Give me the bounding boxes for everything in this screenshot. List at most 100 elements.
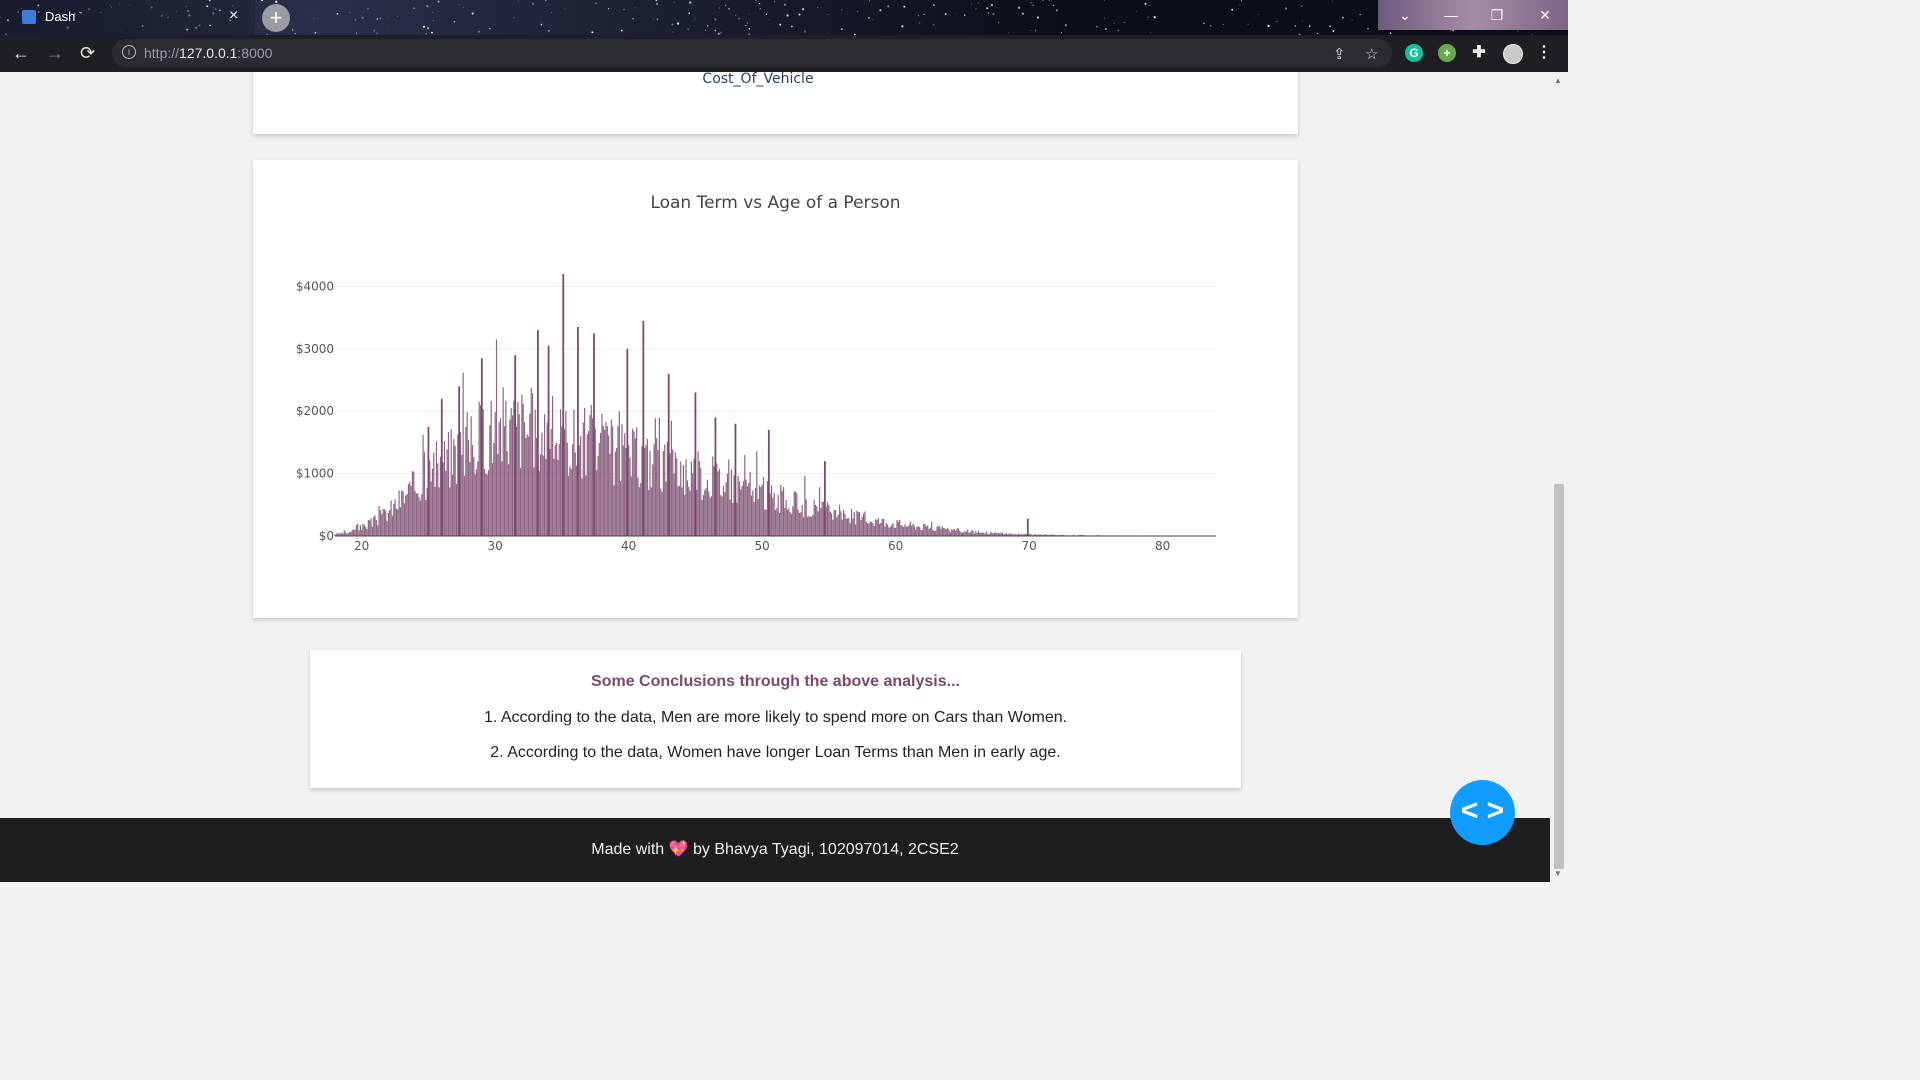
dash-devtools-button[interactable]: < > — [1450, 780, 1515, 845]
bar — [684, 494, 686, 536]
star — [1294, 25, 1297, 27]
browser-tab[interactable]: Dash × — [0, 0, 255, 35]
extensions-puzzle-icon[interactable]: ✚ — [1472, 44, 1486, 61]
profile-avatar[interactable] — [1503, 44, 1523, 64]
star — [918, 15, 919, 16]
restore-icon[interactable]: ❐ — [1490, 7, 1504, 23]
tab-close-icon[interactable]: × — [229, 7, 239, 24]
star — [120, 30, 122, 32]
new-tab-button[interactable]: + — [262, 4, 290, 32]
tab-search-icon[interactable]: ⌄ — [1399, 7, 1411, 23]
bar — [453, 438, 455, 536]
close-window-icon[interactable]: ✕ — [1539, 7, 1551, 23]
bar — [577, 327, 579, 536]
bar — [337, 533, 339, 536]
bar — [901, 525, 903, 536]
bar — [391, 515, 393, 536]
star — [923, 13, 925, 15]
star — [591, 31, 594, 34]
star — [791, 25, 793, 28]
star — [1316, 32, 1319, 35]
address-bar[interactable]: i http://127.0.0.1:8000 ⇪ ☆ — [112, 39, 1392, 67]
star — [291, 10, 293, 11]
x-tick-label: 40 — [621, 539, 636, 553]
y-tick-label: $1000 — [296, 467, 334, 481]
bar — [989, 532, 992, 536]
star — [264, 0, 265, 2]
bar — [1052, 534, 1054, 536]
star — [417, 33, 419, 34]
back-icon[interactable]: ← — [12, 43, 30, 63]
bar — [561, 426, 563, 536]
scroll-up-icon[interactable]: ▲ — [1554, 76, 1562, 85]
bar — [995, 532, 997, 536]
bar — [713, 466, 715, 536]
star — [1258, 14, 1259, 15]
star — [1298, 33, 1301, 35]
star — [88, 8, 90, 10]
star — [261, 0, 264, 2]
bar — [788, 508, 790, 536]
bookmark-star-icon[interactable]: ☆ — [1365, 46, 1379, 63]
minimize-icon[interactable]: — — [1444, 7, 1458, 23]
browser-titlebar: Dash × + ⌄ — ❐ ✕ — [0, 0, 1568, 35]
add-extension-icon[interactable]: + — [1438, 44, 1456, 62]
bar — [377, 525, 379, 536]
scrollbar-thumb[interactable] — [1554, 484, 1564, 869]
bar — [1045, 534, 1048, 536]
bar — [981, 532, 983, 536]
bar — [945, 529, 947, 536]
bar — [399, 507, 402, 536]
menu-kebab-icon[interactable]: ⋮ — [1536, 44, 1552, 61]
loan-term-bar-chart[interactable]: $0 $1000 $2000 $3000 $4000 20 30 40 50 60 70 80 — [253, 160, 1298, 618]
star — [738, 17, 741, 20]
star — [975, 8, 977, 10]
share-icon[interactable]: ⇪ — [1333, 46, 1346, 63]
bar — [394, 499, 396, 536]
bar — [491, 462, 494, 536]
bar — [812, 514, 814, 536]
scroll-down-icon[interactable]: ▼ — [1554, 869, 1562, 878]
bar — [637, 477, 639, 536]
grammarly-extension-icon[interactable]: G — [1405, 44, 1423, 62]
star — [748, 33, 751, 35]
bar — [559, 409, 562, 536]
bar — [1019, 534, 1021, 536]
vertical-scrollbar[interactable]: ▲ ▼ — [1550, 72, 1568, 882]
bar — [1049, 534, 1052, 536]
bar — [509, 419, 511, 536]
bar — [600, 432, 602, 536]
star — [7, 19, 9, 22]
star — [990, 3, 994, 7]
star — [840, 28, 843, 31]
bar — [849, 523, 851, 536]
star — [431, 31, 433, 34]
bar — [917, 526, 919, 536]
bar — [362, 523, 364, 536]
star — [1231, 8, 1234, 11]
bar — [864, 511, 866, 536]
bar — [568, 475, 570, 536]
bar — [693, 458, 695, 536]
bar — [342, 533, 344, 536]
bar — [505, 400, 507, 536]
bar — [373, 516, 375, 536]
star — [413, 7, 415, 10]
bar — [1039, 534, 1041, 536]
star — [1034, 29, 1036, 31]
bar — [653, 444, 655, 536]
bar — [385, 511, 387, 536]
bar — [912, 523, 914, 536]
star — [879, 9, 882, 12]
bar — [401, 490, 403, 536]
bar — [547, 345, 550, 536]
bar — [383, 509, 385, 536]
reload-icon[interactable]: ⟳ — [80, 43, 96, 63]
star — [367, 7, 369, 10]
bar — [429, 460, 431, 536]
bar — [789, 512, 791, 536]
forward-icon[interactable]: → — [46, 43, 64, 63]
star — [427, 27, 430, 30]
star — [988, 12, 990, 14]
site-info-icon[interactable]: i — [122, 45, 136, 59]
